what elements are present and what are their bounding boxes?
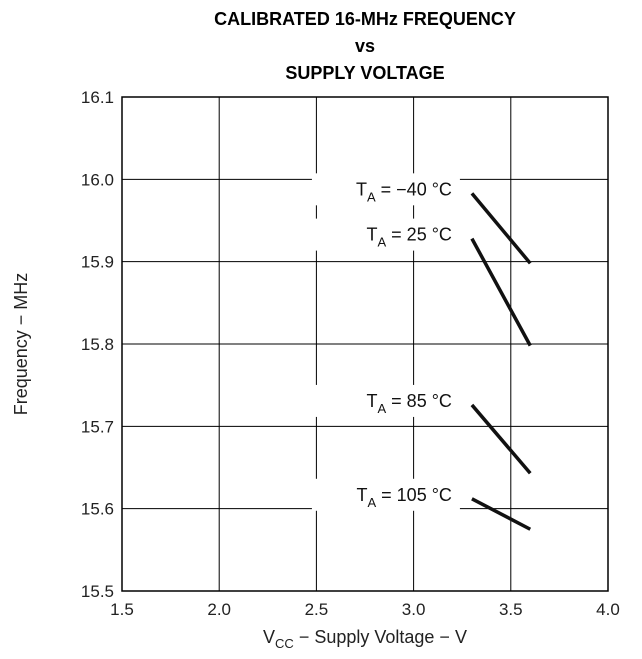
- series-label-main: T: [356, 179, 367, 199]
- x-tick-label: 1.5: [110, 600, 134, 619]
- series-label-background: [311, 478, 460, 511]
- x-axis-label-main: V: [263, 627, 275, 647]
- y-tick-label: 15.6: [81, 500, 114, 519]
- series-label-subscript: A: [378, 235, 387, 250]
- y-tick-label: 15.7: [81, 417, 114, 436]
- series-label: TA = 105 °C: [356, 485, 451, 510]
- y-tick-label: 15.8: [81, 335, 114, 354]
- chart-title: CALIBRATED 16-MHz FREQUENCY vs SUPPLY VO…: [214, 9, 516, 83]
- series-label-background: [311, 218, 460, 251]
- series-label-rest: = 25 °C: [386, 225, 452, 245]
- title-line-2: vs: [355, 36, 375, 56]
- x-tick-labels: 1.5 2.0 2.5 3.0 3.5 4.0: [110, 600, 620, 619]
- series-label-subscript: A: [378, 401, 387, 416]
- series-label: TA = 25 °C: [367, 225, 452, 250]
- series-label-rest: = 105 °C: [376, 485, 452, 505]
- x-tick-label: 2.5: [305, 600, 329, 619]
- series-line: [470, 237, 532, 347]
- y-tick-labels: 15.5 15.6 15.7 15.8 15.9 16.0 16.1: [81, 88, 114, 601]
- series-label-main: T: [356, 485, 367, 505]
- x-tick-label: 3.5: [499, 600, 523, 619]
- y-tick-label: 16.0: [81, 170, 114, 189]
- series-label-subscript: A: [367, 189, 376, 204]
- series-3: TA = 85 °C: [311, 384, 532, 475]
- series-label-subscript: A: [367, 495, 376, 510]
- series-label-main: T: [367, 391, 378, 411]
- y-axis-label: Frequency − MHz: [11, 273, 31, 416]
- title-line-1: CALIBRATED 16-MHz FREQUENCY: [214, 9, 516, 29]
- series-label-rest: = 85 °C: [386, 391, 452, 411]
- series-label-rest: = −40 °C: [376, 179, 452, 199]
- x-axis-label: VCC − Supply Voltage − V: [263, 627, 467, 651]
- y-tick-label: 16.1: [81, 88, 114, 107]
- series: TA = −40 °CTA = 25 °CTA = 85 °CTA = 105 …: [311, 173, 532, 531]
- grid: [122, 97, 608, 591]
- series-label-background: [311, 384, 460, 417]
- series-label-main: T: [367, 225, 378, 245]
- x-axis-label-rest: − Supply Voltage − V: [294, 627, 467, 647]
- series-2: TA = 25 °C: [311, 218, 532, 347]
- series-label: TA = 85 °C: [367, 391, 452, 416]
- y-tick-label: 15.9: [81, 253, 114, 272]
- x-tick-label: 4.0: [596, 600, 620, 619]
- series-line: [471, 497, 532, 531]
- title-line-3: SUPPLY VOLTAGE: [285, 63, 444, 83]
- series-4: TA = 105 °C: [311, 478, 532, 531]
- series-label-background: [311, 173, 460, 206]
- plot-frame: [121, 96, 609, 592]
- x-tick-label: 2.0: [207, 600, 231, 619]
- x-axis-label-subscript: CC: [275, 636, 294, 651]
- series-label: TA = −40 °C: [356, 179, 452, 204]
- y-tick-label: 15.5: [81, 582, 114, 601]
- series-line: [470, 403, 532, 475]
- x-tick-label: 3.0: [402, 600, 426, 619]
- series-1: TA = −40 °C: [311, 173, 532, 265]
- series-line: [470, 192, 532, 265]
